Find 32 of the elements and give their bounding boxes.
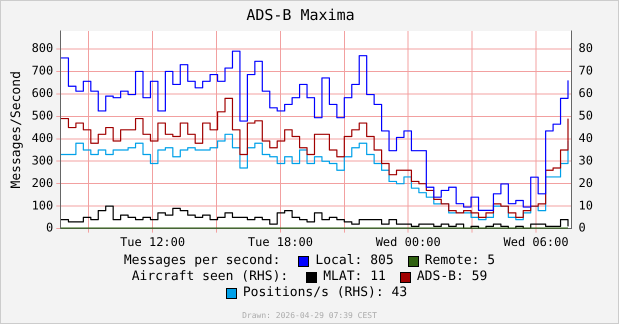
- legend-label: Remote: 5: [424, 253, 496, 269]
- chart-title: ADS-B Maxima: [246, 6, 355, 24]
- y2-tick-label: 30: [578, 153, 594, 168]
- y2-tick-label: 40: [578, 130, 594, 145]
- y2-tick-label: 60: [578, 86, 594, 100]
- x-tick-label: Wed 06:00: [504, 234, 569, 249]
- y-tick-label: 100: [32, 198, 54, 212]
- y-tick-label: 800: [32, 41, 54, 56]
- y-tick-label: 500: [32, 108, 54, 122]
- text: Messages per second:: [124, 253, 280, 269]
- y-tick-label: 600: [32, 86, 54, 100]
- x-tick-label: Tue 18:00: [248, 234, 313, 249]
- y-tick-label: 700: [32, 64, 54, 78]
- y2-tick-label: 70: [578, 64, 594, 78]
- y-tick-label: 200: [32, 176, 54, 190]
- legend-label: Local: 805: [315, 253, 394, 269]
- x-tick-label: Wed 00:00: [376, 234, 441, 249]
- legend-label: MLAT: 11: [323, 269, 386, 285]
- y-tick-label: 0: [46, 220, 54, 235]
- x-tick-label: Tue 12:00: [120, 234, 186, 249]
- text: Aircraft seen (RHS):: [132, 269, 288, 285]
- y2-tick-label: 20: [578, 176, 594, 190]
- y2-tick-label: 10: [578, 198, 594, 212]
- y2-tick-label: 80: [578, 41, 594, 56]
- text: Drawn: 2026-04-29 07:39 CEST: [241, 311, 378, 320]
- y-tick-label: 400: [32, 130, 54, 145]
- y2-tick-label: 50: [578, 108, 594, 122]
- y-axis-title: Messages/Second: [9, 71, 24, 189]
- legend-label: Positions/s (RHS): 43: [242, 285, 408, 301]
- y2-tick-label: 0: [578, 220, 586, 235]
- y-tick-label: 300: [32, 153, 54, 168]
- legend-label: ADS-B: 59: [416, 269, 488, 285]
